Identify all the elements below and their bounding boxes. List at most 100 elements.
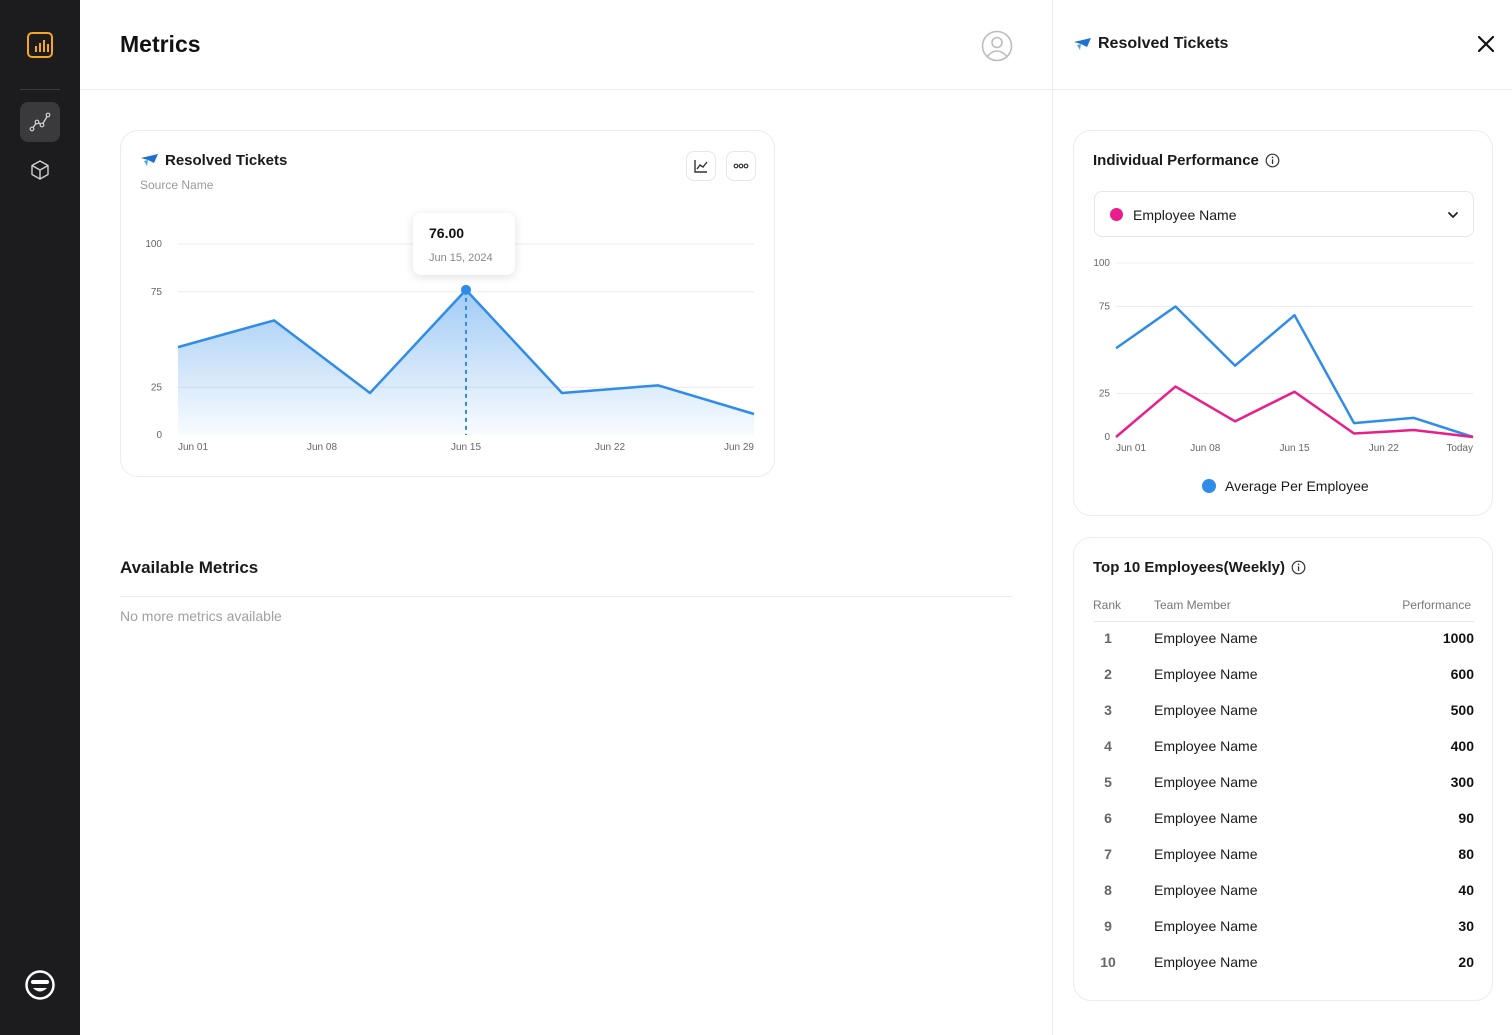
tooltip-value: 76.00 <box>429 225 465 241</box>
section-divider <box>120 596 1012 597</box>
employee-name-cell: Employee Name <box>1154 810 1258 826</box>
available-metrics-title: Available Metrics <box>120 558 259 577</box>
individual-performance-chart[interactable]: 0 25 75 100 Jun 01 Jun 08 Jun 15 Jun 22 Today <box>1074 251 1494 461</box>
details-panel: Resolved Tickets Individual Performance … <box>1052 0 1512 1035</box>
employee-color-dot <box>1110 208 1123 221</box>
y-tick-label: 100 <box>145 239 162 250</box>
rank-cell: 4 <box>1104 738 1112 754</box>
employee-name-cell: Employee Name <box>1154 666 1258 682</box>
legend-dot <box>1202 479 1216 493</box>
table-row[interactable]: 1 Employee Name 1000 <box>1074 622 1494 658</box>
x-tick-label: Jun 22 <box>1369 443 1399 454</box>
main-header: Metrics <box>80 0 1052 90</box>
x-tick-label: Jun 01 <box>178 442 208 453</box>
top-employees-title: Top 10 Employees(Weekly) <box>1093 559 1306 576</box>
rank-cell: 7 <box>1104 846 1112 862</box>
user-emoji-icon[interactable] <box>24 969 56 1001</box>
performance-header: Performance <box>1402 598 1471 612</box>
series-line <box>1115 305 1474 439</box>
series-line <box>1115 385 1474 439</box>
more-options-button[interactable] <box>726 151 756 181</box>
avatar-icon[interactable] <box>981 30 1013 62</box>
sidebar <box>0 0 80 1035</box>
table-row[interactable]: 3 Employee Name 500 <box>1074 694 1494 730</box>
table-row[interactable]: 5 Employee Name 300 <box>1074 766 1494 802</box>
performance-cell: 30 <box>1458 918 1474 934</box>
performance-cell: 1000 <box>1442 630 1474 646</box>
rank-cell: 10 <box>1100 954 1116 970</box>
individual-performance-title: Individual Performance <box>1093 152 1280 169</box>
info-icon[interactable] <box>1265 153 1280 168</box>
page-title: Metrics <box>120 31 201 57</box>
employee-name-cell: Employee Name <box>1154 738 1258 754</box>
x-tick-label: Jun 01 <box>1116 443 1146 454</box>
tickets-logo-icon <box>141 154 158 166</box>
x-tick-label: Jun 08 <box>1190 443 1220 454</box>
legend-label: Average Per Employee <box>1225 478 1369 494</box>
table-row[interactable]: 8 Employee Name 40 <box>1074 874 1494 910</box>
sidebar-divider <box>20 89 60 90</box>
card-subtitle: Source Name <box>140 178 214 192</box>
panel-title: Resolved Tickets <box>1073 35 1228 53</box>
x-tick-label: Jun 15 <box>1279 443 1309 454</box>
employee-name-cell: Employee Name <box>1154 630 1258 646</box>
resolved-tickets-chart[interactable]: 0 25 75 100 Jun 01 Jun 08 Jun 15 Jun 22 Jun 29 <box>120 200 775 465</box>
top-employees-card: Top 10 Employees(Weekly) Rank Team Membe… <box>1073 537 1493 1001</box>
chart-legend: Average Per Employee <box>1202 478 1369 494</box>
table-row[interactable]: 7 Employee Name 80 <box>1074 838 1494 874</box>
performance-cell: 300 <box>1450 774 1474 790</box>
y-tick-label: 75 <box>151 287 163 298</box>
y-tick-label: 0 <box>1104 432 1110 443</box>
chevron-down-icon <box>1448 212 1458 218</box>
employee-name-cell: Employee Name <box>1154 774 1258 790</box>
sidebar-item-box[interactable] <box>20 150 60 190</box>
rank-cell: 1 <box>1104 630 1112 646</box>
sidebar-item-analytics[interactable] <box>20 102 60 142</box>
x-tick-label: Jun 15 <box>451 442 481 453</box>
employee-name-cell: Employee Name <box>1154 846 1258 862</box>
performance-cell: 600 <box>1450 666 1474 682</box>
individual-performance-card: Individual Performance Employee Name 0 25… <box>1073 130 1493 516</box>
performance-cell: 400 <box>1450 738 1474 754</box>
employee-name-cell: Employee Name <box>1154 954 1258 970</box>
performance-cell: 90 <box>1458 810 1474 826</box>
info-icon[interactable] <box>1291 560 1306 575</box>
top-employees-title-text: Top 10 Employees(Weekly) <box>1093 559 1286 576</box>
rank-cell: 6 <box>1104 810 1112 826</box>
no-metrics-text: No more metrics available <box>120 608 282 624</box>
y-tick-label: 75 <box>1099 302 1111 313</box>
x-tick-label: Jun 08 <box>307 442 337 453</box>
x-tick-label: Today <box>1446 443 1473 454</box>
table-row[interactable]: 9 Employee Name 30 <box>1074 910 1494 946</box>
performance-cell: 20 <box>1458 954 1474 970</box>
y-tick-label: 25 <box>1099 389 1111 400</box>
panel-title-text: Resolved Tickets <box>1098 35 1229 52</box>
chart-tooltip: 76.00 Jun 15, 2024 <box>413 213 515 275</box>
employee-select-value: Employee Name <box>1133 207 1237 223</box>
performance-cell: 500 <box>1450 702 1474 718</box>
team-member-header: Team Member <box>1154 598 1231 612</box>
table-header-divider <box>1094 621 1474 622</box>
table-row[interactable]: 10 Employee Name 20 <box>1074 946 1494 982</box>
tickets-logo-icon <box>1074 37 1091 50</box>
close-icon[interactable] <box>1477 35 1495 53</box>
table-row[interactable]: 2 Employee Name 600 <box>1074 658 1494 694</box>
rank-cell: 5 <box>1104 774 1112 790</box>
employee-name-cell: Employee Name <box>1154 918 1258 934</box>
y-tick-label: 25 <box>151 382 163 393</box>
trend-chart-icon <box>694 160 708 173</box>
employee-name-cell: Employee Name <box>1154 702 1258 718</box>
highlight-point <box>461 284 471 295</box>
employee-select[interactable]: Employee Name <box>1094 191 1474 237</box>
table-row[interactable]: 4 Employee Name 400 <box>1074 730 1494 766</box>
card-title-text: Resolved Tickets <box>165 152 288 169</box>
app-logo-icon[interactable] <box>27 32 53 58</box>
chart-type-button[interactable] <box>686 151 716 181</box>
rank-cell: 3 <box>1104 702 1112 718</box>
performance-cell: 40 <box>1458 882 1474 898</box>
tooltip-date: Jun 15, 2024 <box>429 252 493 264</box>
y-tick-label: 0 <box>156 430 162 441</box>
table-row[interactable]: 6 Employee Name 90 <box>1074 802 1494 838</box>
panel-header: Resolved Tickets <box>1053 0 1512 90</box>
performance-cell: 80 <box>1458 846 1474 862</box>
